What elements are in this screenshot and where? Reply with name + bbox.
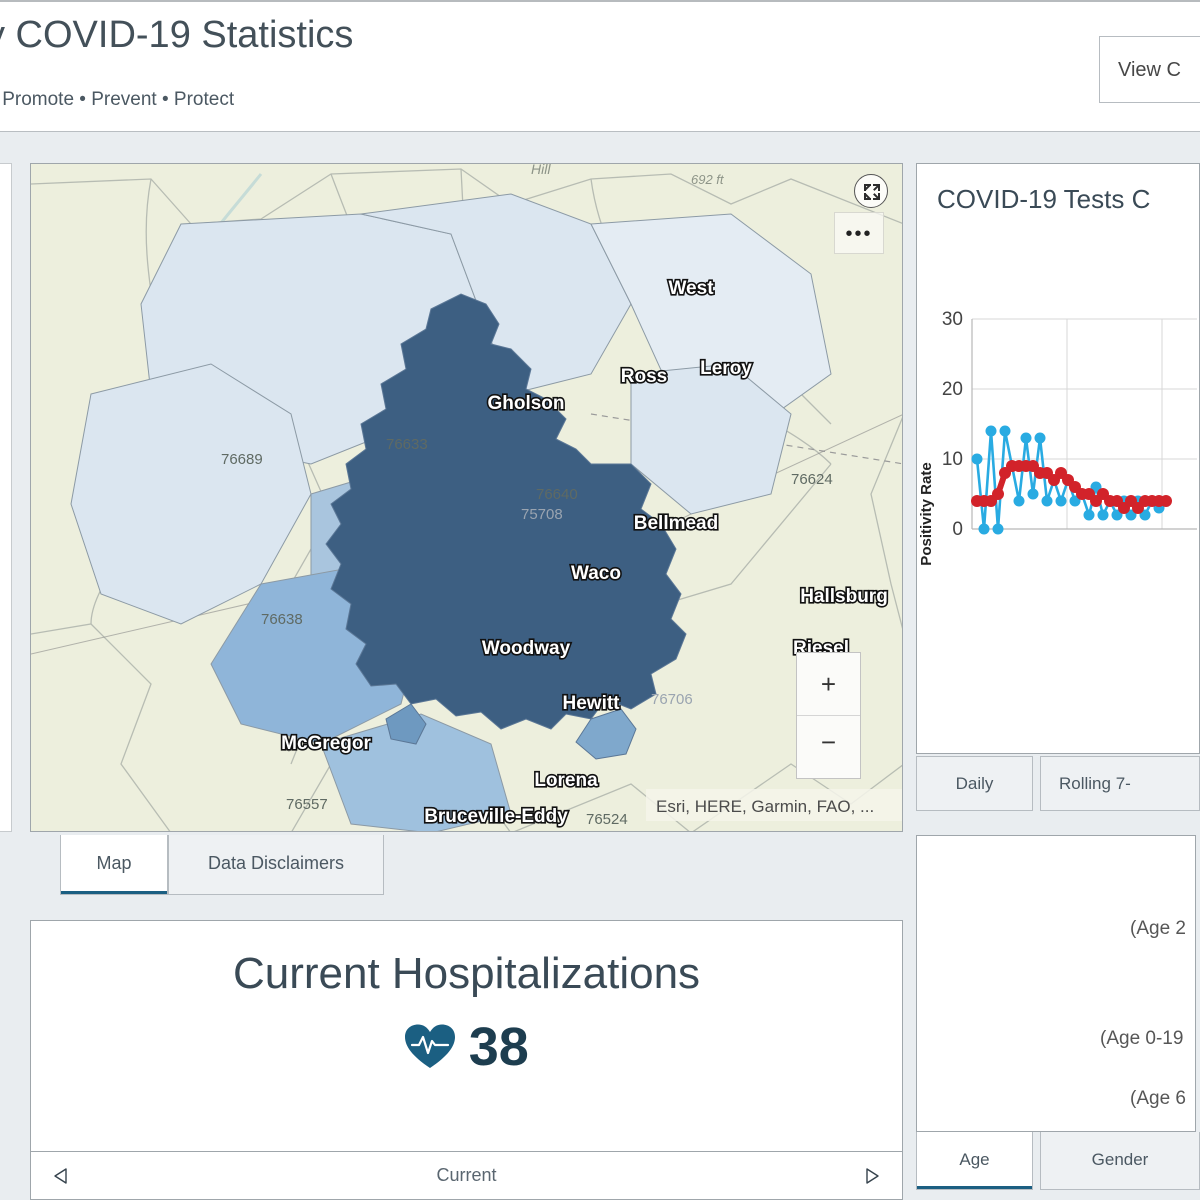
- svg-text:10: 10: [942, 449, 963, 470]
- svg-text:McGregor: McGregor: [281, 733, 371, 754]
- svg-text:76706: 76706: [651, 691, 693, 708]
- svg-text:Gholson: Gholson: [487, 393, 564, 414]
- svg-text:76640: 76640: [536, 486, 578, 503]
- svg-text:Lorena: Lorena: [534, 770, 598, 791]
- svg-text:Bellmead: Bellmead: [634, 513, 718, 534]
- svg-text:0: 0: [952, 519, 963, 540]
- svg-text:Hill: Hill: [531, 164, 551, 177]
- svg-text:692 ft: 692 ft: [691, 172, 725, 187]
- svg-text:Waco: Waco: [571, 563, 621, 584]
- svg-text:76524: 76524: [586, 811, 628, 828]
- svg-text:Bruceville-Eddy: Bruceville-Eddy: [424, 806, 568, 827]
- svg-text:Ross: Ross: [621, 366, 667, 387]
- svg-text:West: West: [668, 278, 714, 299]
- svg-text:76633: 76633: [386, 436, 428, 453]
- svg-text:Woodway: Woodway: [482, 638, 571, 659]
- svg-text:30: 30: [942, 309, 963, 330]
- svg-text:76624: 76624: [791, 471, 833, 488]
- svg-text:20: 20: [942, 379, 963, 400]
- svg-text:Hallsburg: Hallsburg: [800, 586, 888, 607]
- svg-text:Esri, HERE, Garmin, FAO, ...: Esri, HERE, Garmin, FAO, ...: [656, 797, 874, 816]
- svg-text:76557: 76557: [286, 796, 328, 813]
- svg-text:Hewitt: Hewitt: [563, 693, 621, 714]
- svg-text:76638: 76638: [261, 611, 303, 628]
- svg-text:Leroy: Leroy: [700, 358, 752, 379]
- svg-text:Positivity Rate: Positivity Rate: [918, 462, 935, 565]
- svg-text:76689: 76689: [221, 451, 263, 468]
- svg-text:75708: 75708: [521, 506, 563, 523]
